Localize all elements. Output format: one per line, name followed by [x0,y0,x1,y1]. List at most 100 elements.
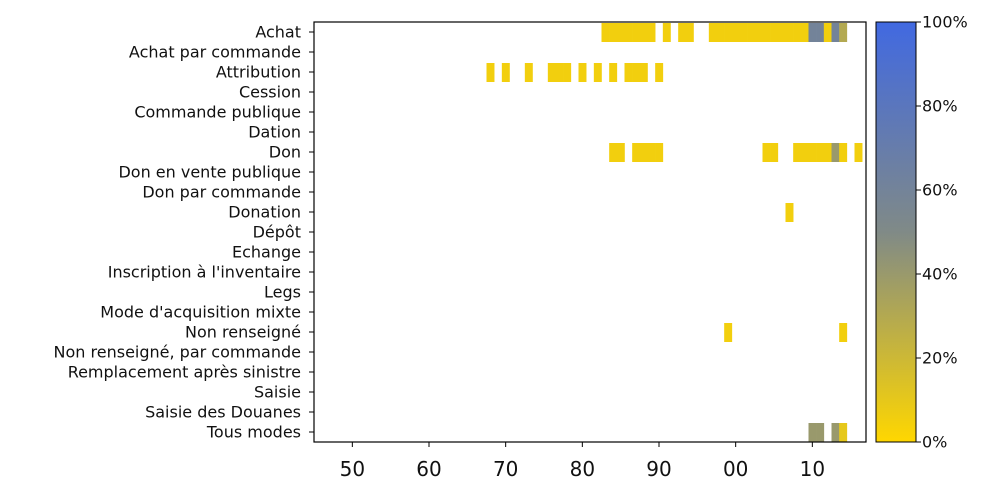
heatmap-cell [839,323,848,342]
heatmap-cell [777,23,786,42]
heatmap-cell [747,23,756,42]
heatmap-cell [724,323,733,342]
y-tick-label: Don par commande [142,183,301,202]
x-tick-label: 00 [723,457,748,481]
heatmap-cell [555,63,564,82]
heatmap-cell [785,23,794,42]
heatmap-cell [616,143,625,162]
colorbar-tick-label: 100% [922,13,968,32]
heatmap-cell [486,63,495,82]
heatmap-cell [839,23,848,42]
y-tick-label: Saisie des Douanes [145,403,301,422]
heatmap-cell [501,63,510,82]
y-tick-label: Dation [248,123,301,142]
colorbar-axis: 0% 20% 40% 60% 80% 100% [916,13,968,452]
plot-frame [313,21,867,443]
y-tick-label: Donation [228,203,301,222]
heatmap-cell [800,23,809,42]
heatmap-cell [632,143,641,162]
x-tick-label: 50 [340,457,365,481]
heatmap-cell [762,143,771,162]
heatmap-cell [816,23,825,42]
heatmap-cell [793,143,802,162]
y-tick-label: Tous modes [206,423,301,442]
y-tick-label: Non renseigné [185,323,301,342]
heatmap-cell [601,23,610,42]
y-tick-label: Saisie [254,383,301,402]
colorbar-tick-label: 60% [922,181,958,200]
heatmap-cell [739,23,748,42]
y-tick-label: Dépôt [253,223,301,242]
heatmap-cell [632,63,641,82]
y-tick-label: Mode d'acquisition mixte [100,303,301,322]
y-tick-label: Echange [232,243,301,262]
heatmap-cell [609,23,618,42]
heatmap-cell [808,423,817,442]
heatmap-cell [839,143,848,162]
heatmap-cell [655,63,664,82]
heatmap-cell [685,23,694,42]
x-axis: 50 60 70 80 90 00 10 [340,442,825,481]
y-tick-label: Attribution [216,63,301,82]
heatmap-cell [647,143,656,162]
y-tick-label: Achat par commande [129,43,301,62]
heatmap-cell [678,23,687,42]
y-tick-label: Don en vente publique [118,163,301,182]
heatmap-cell [762,23,771,42]
heatmap-cell [793,23,802,42]
y-tick-label: Don [269,143,301,162]
y-tick-label: Commande publique [134,103,301,122]
heatmap-cell [716,23,725,42]
heatmap-cell [808,23,817,42]
heatmap-cell [639,63,648,82]
colorbar-tick-label: 80% [922,97,958,116]
heatmap-cell [524,63,533,82]
heatmap-cell [655,143,664,162]
heatmap-cell [770,143,779,162]
heatmap-cell [816,143,825,162]
colorbar-tick-label: 0% [922,433,947,452]
heatmap-cell [632,23,641,42]
heatmap-cell [839,423,848,442]
colorbar-tick-label: 20% [922,349,958,368]
x-tick-label: 70 [493,457,518,481]
heatmap-cell [816,423,825,442]
heatmap-cell [624,63,633,82]
heatmap-cell [639,23,648,42]
heatmap-cell [647,23,656,42]
heatmap-cell [754,23,763,42]
heatmap-cell [823,23,832,42]
heatmap-cell [578,63,587,82]
y-tick-label: Inscription à l'inventaire [108,263,301,282]
heatmap-cell [547,63,556,82]
heatmap-cell [708,23,717,42]
heatmap-cell [731,23,740,42]
heatmap-cell [624,23,633,42]
heatmap-cell [724,23,733,42]
heatmap-cell [831,143,840,162]
heatmap-cell [770,23,779,42]
heatmap-cell [800,143,809,162]
heatmap-cell [823,143,832,162]
colorbar [875,21,917,443]
heatmap-cell [831,23,840,42]
heatmap-cell [639,143,648,162]
y-tick-label: Achat [255,23,301,42]
heatmap-cell [785,203,794,222]
heatmap-cell [854,143,863,162]
heatmap-cell [609,63,618,82]
colorbar-tick-label: 40% [922,265,958,284]
heatmap-cell [593,63,602,82]
heatmap-cell [563,63,572,82]
heatmap-cells [486,23,863,442]
x-tick-label: 80 [570,457,595,481]
heatmap-cell [616,23,625,42]
x-tick-label: 10 [800,457,825,481]
y-tick-label: Legs [264,283,301,302]
y-tick-label: Cession [239,83,301,102]
heatmap-cell [662,23,671,42]
x-tick-label: 60 [416,457,441,481]
heatmap-cell [831,423,840,442]
